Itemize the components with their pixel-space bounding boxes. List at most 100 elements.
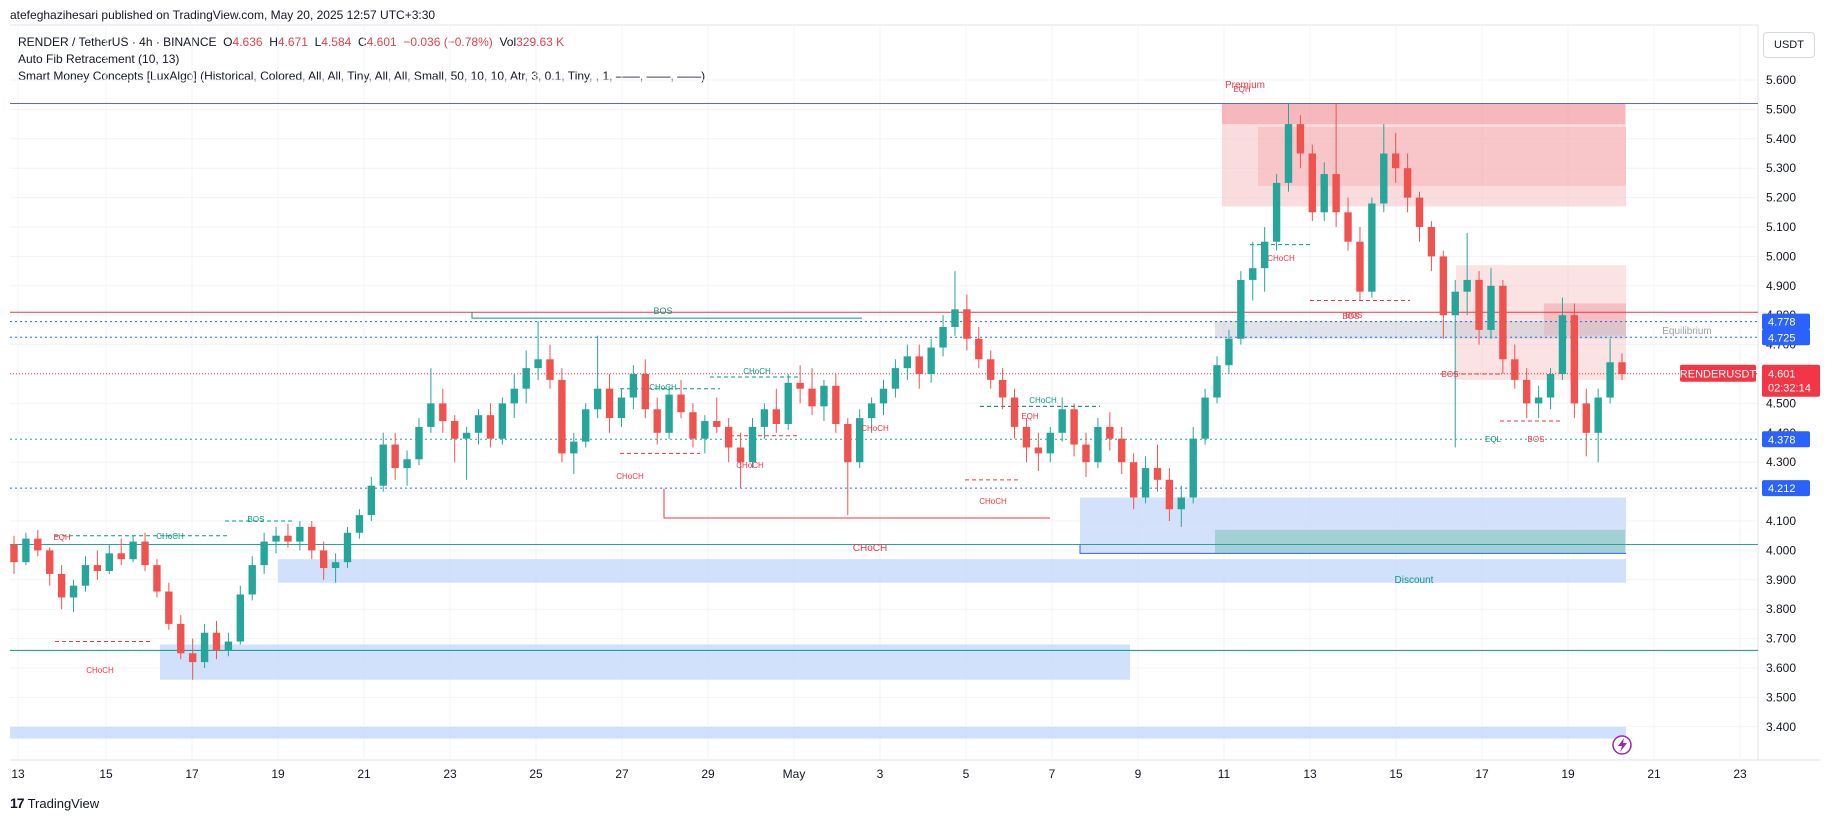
candle-body [784, 382, 792, 424]
smc-annotation: CHoCH [861, 424, 889, 433]
candle-body [796, 382, 804, 389]
candle-body [69, 585, 78, 598]
candle-body [879, 388, 888, 404]
x-tick-label: 7 [1049, 767, 1056, 781]
tradingview-logo-icon: 17 [10, 795, 25, 811]
candle-body [1523, 379, 1531, 404]
candle-body [129, 541, 137, 560]
candle-body [153, 565, 161, 592]
volume-value: 329.63 K [516, 35, 565, 49]
chart-legend: RENDER / TetherUS · 4h · BINANCE O4.636 … [18, 34, 705, 85]
last-price-value: 4.601 [1768, 369, 1796, 381]
candle-body [903, 356, 912, 369]
candle-body [439, 403, 447, 422]
candle-body [1272, 182, 1281, 242]
candle-body [832, 385, 840, 424]
candle-body [939, 326, 947, 348]
candle-body [1570, 315, 1579, 404]
candle-body [284, 535, 292, 542]
y-tick-label: 5.200 [1766, 191, 1796, 205]
high-label: H [269, 35, 278, 49]
smc-annotation: CHoCH [616, 472, 644, 481]
candle-body [1606, 362, 1614, 398]
smc-annotation: EQH [53, 533, 71, 542]
candle-body [236, 594, 245, 642]
smc-annotation: CHoCH [853, 543, 887, 554]
y-tick-label: 3.900 [1766, 573, 1796, 587]
discount-inner-zone [1215, 529, 1625, 554]
candle-body [331, 562, 340, 569]
smc-annotation: BOS [248, 515, 265, 524]
y-tick-label: 5.100 [1766, 220, 1796, 234]
candle-body [605, 388, 614, 419]
candle-body [677, 394, 685, 413]
indicator-fib[interactable]: Auto Fib Retracement (10, 13) [18, 52, 180, 66]
candle-body [1070, 409, 1078, 445]
candle-body [1260, 241, 1269, 269]
supply-block [1258, 127, 1626, 186]
y-tick-label: 4.900 [1766, 279, 1796, 293]
currency-button[interactable]: USDT [1763, 32, 1815, 58]
change-value: −0.036 (−0.78%) [403, 35, 493, 49]
candle-body [415, 426, 423, 460]
tradingview-logo-text: TradingView [27, 795, 100, 811]
y-tick-label: 5.600 [1766, 73, 1796, 87]
candle-body [534, 359, 542, 369]
volume-label: Vol [499, 35, 517, 49]
smc-annotation: CHoCH [979, 497, 1007, 506]
symbol-badge-text: RENDERUSDT [1680, 369, 1757, 381]
candle-body [272, 535, 280, 542]
y-tick-label: 3.700 [1766, 632, 1796, 646]
y-tick-label: 5.300 [1766, 161, 1796, 175]
candle-body [57, 573, 66, 598]
candle-body [701, 421, 709, 439]
candle-body [1582, 403, 1590, 433]
x-tick-label: 9 [1135, 767, 1142, 781]
x-tick-label: 29 [701, 767, 715, 781]
candle-body [975, 338, 983, 360]
high-value: 4.671 [277, 35, 308, 49]
candle-body [1475, 279, 1483, 330]
candle-body [188, 653, 197, 663]
candle-body [1499, 285, 1507, 360]
candle-body [1618, 362, 1626, 374]
smc-annotation: BOS [653, 306, 672, 316]
candle-body [165, 591, 173, 624]
price-badge-text: 4.778 [1768, 317, 1796, 329]
candle-body [1308, 153, 1317, 213]
candle-body [1344, 212, 1352, 242]
candle-body [403, 459, 411, 469]
candle-body [617, 397, 626, 419]
x-tick-label: 3 [877, 767, 884, 781]
x-tick-label: 11 [1218, 767, 1231, 781]
symbol-name[interactable]: RENDER / TetherUS · 4h · BINANCE [18, 35, 217, 49]
candle-body [1118, 438, 1126, 463]
candle-body [1368, 203, 1376, 292]
tradingview-logo[interactable]: 17 TradingView [10, 795, 99, 811]
candle-body [808, 388, 816, 407]
candle-body [915, 356, 923, 374]
candle-body [296, 526, 304, 542]
open-value: 4.636 [232, 35, 263, 49]
smc-annotation: EQH [1021, 412, 1039, 421]
candle-body [1165, 479, 1174, 510]
candle-body [177, 623, 185, 654]
smc-annotation: CHoCH [86, 666, 114, 675]
open-label: O [223, 35, 233, 49]
candle-body [367, 485, 376, 516]
price-badge-0 [1762, 313, 1810, 330]
lightning-icon[interactable] [1612, 735, 1632, 755]
candle-body [427, 403, 435, 427]
candle-body [593, 388, 602, 410]
candle-body [1403, 168, 1412, 198]
candle-body [10, 544, 18, 563]
x-tick-label: May [783, 767, 806, 781]
smc-annotation: CHoCH [1267, 254, 1295, 263]
discount-edge-line [1079, 544, 1626, 554]
candle-body [748, 426, 757, 463]
y-tick-label: 4.300 [1766, 455, 1796, 469]
candle-body [308, 526, 316, 551]
candle-body [260, 541, 268, 566]
price-badge-text: 4.212 [1768, 483, 1796, 495]
